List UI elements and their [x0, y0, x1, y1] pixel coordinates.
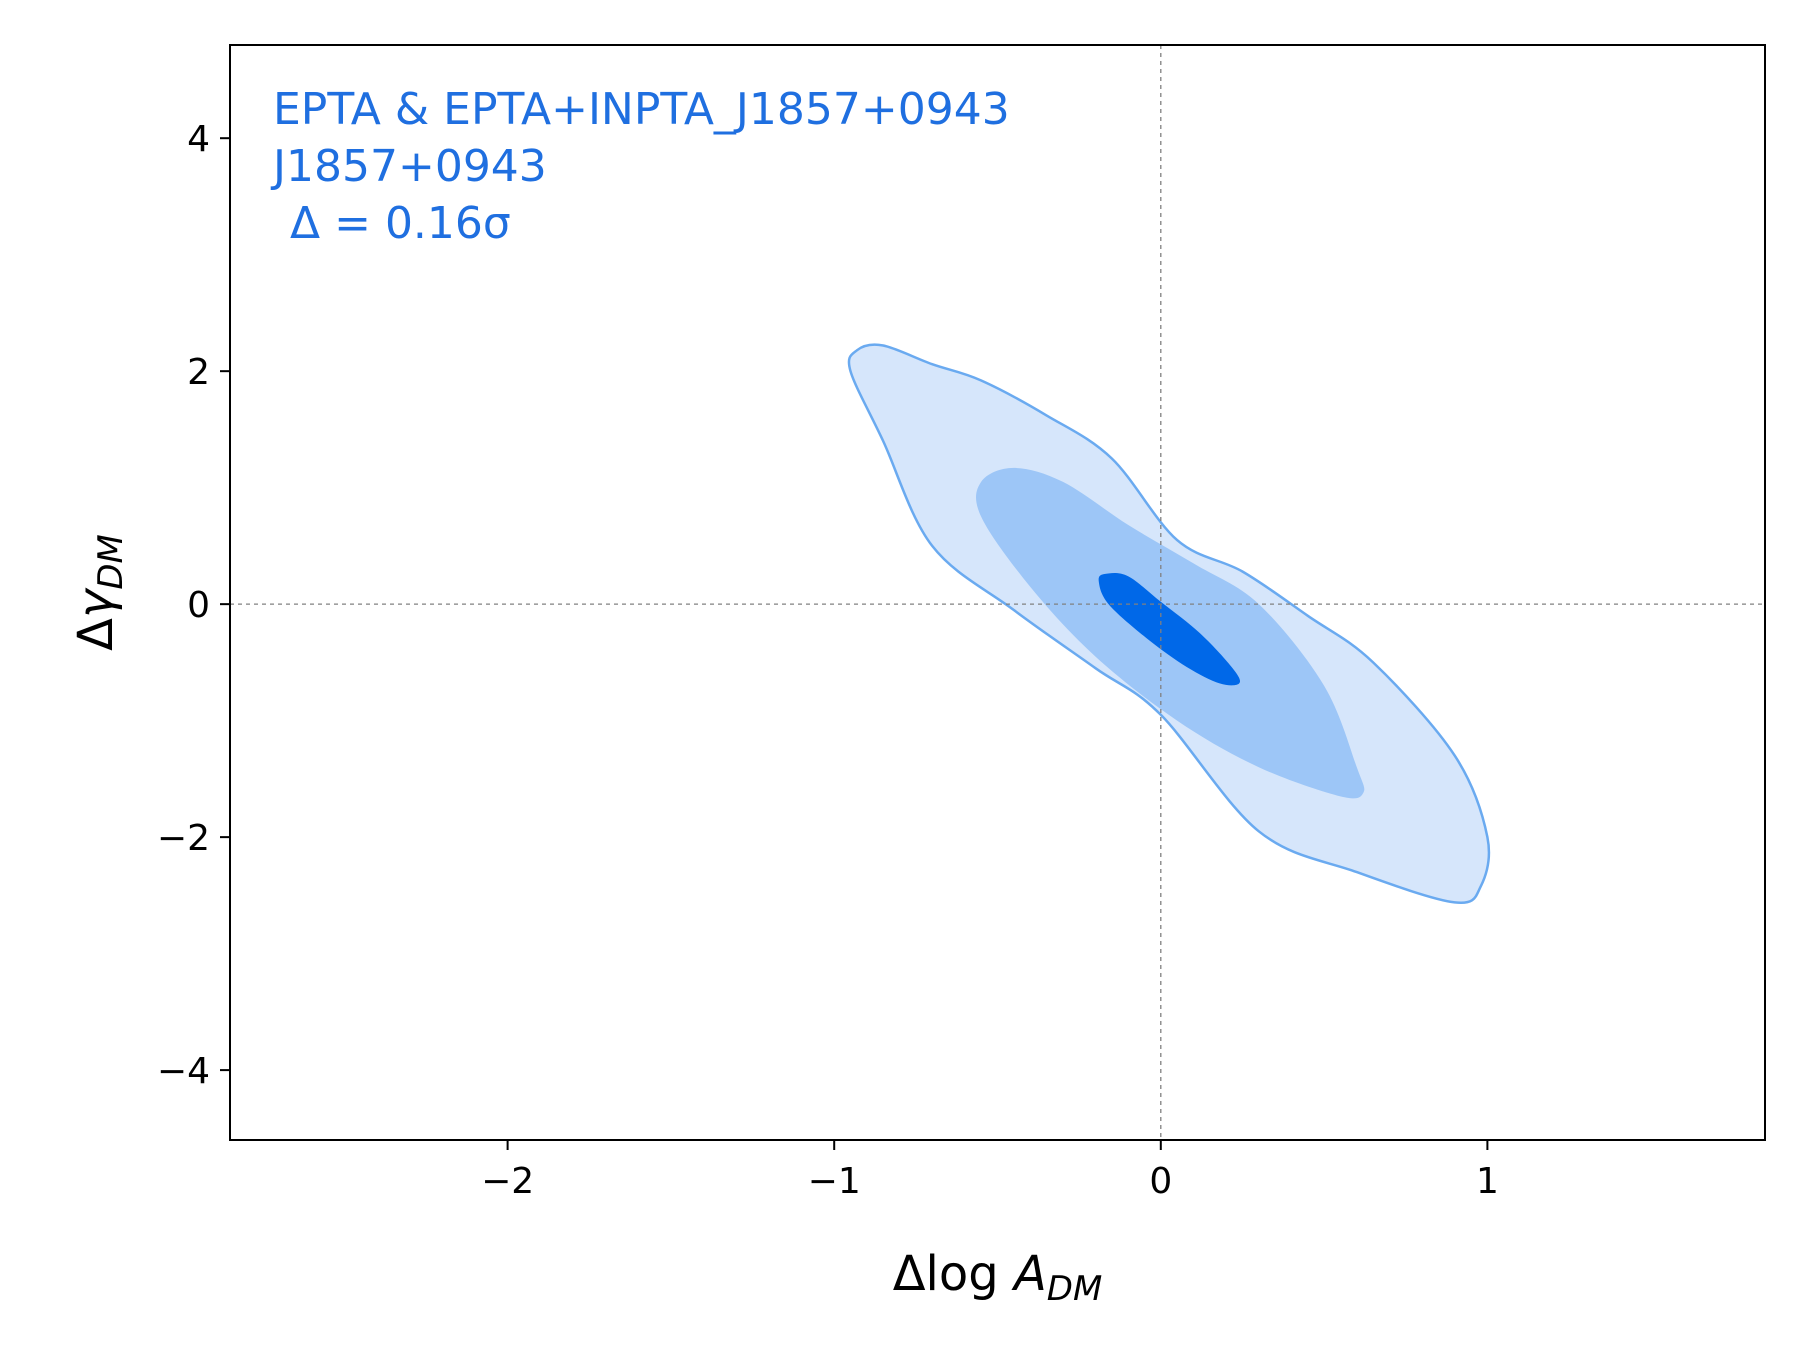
- x-tick-label: −1: [808, 1161, 861, 1202]
- axis-labels: Δlog ADM ΔγDM: [68, 534, 1102, 1309]
- y-tick-label: 2: [187, 352, 210, 393]
- y-tick-label: 0: [187, 585, 210, 626]
- y-tick-label: 4: [187, 119, 210, 160]
- contour-layer: [847, 343, 1491, 905]
- x-tick-label: 0: [1149, 1161, 1172, 1202]
- y-axis-label: ΔγDM: [68, 534, 131, 651]
- x-axis-label: Δlog ADM: [893, 1246, 1103, 1309]
- x-tick-label: −2: [481, 1161, 534, 1202]
- annotation-line: J1857+0943: [270, 141, 547, 192]
- y-tick-label: −4: [157, 1051, 210, 1092]
- contour-inner: [1098, 572, 1241, 686]
- annotation: EPTA & EPTA+INPTA_J1857+0943 J1857+0943 Δ …: [270, 84, 1010, 249]
- y-tick-label: −2: [157, 818, 210, 859]
- annotation-delta: Δ = 0.16σ: [290, 198, 511, 249]
- annotation-line: EPTA & EPTA+INPTA_J1857+0943: [273, 84, 1010, 135]
- ticks: −2 −1 0 1 −4 −2 0 2 4: [157, 119, 1499, 1202]
- x-tick-label: 1: [1476, 1161, 1499, 1202]
- reference-lines: [230, 45, 1765, 1140]
- plot-frame: [229, 44, 1766, 1141]
